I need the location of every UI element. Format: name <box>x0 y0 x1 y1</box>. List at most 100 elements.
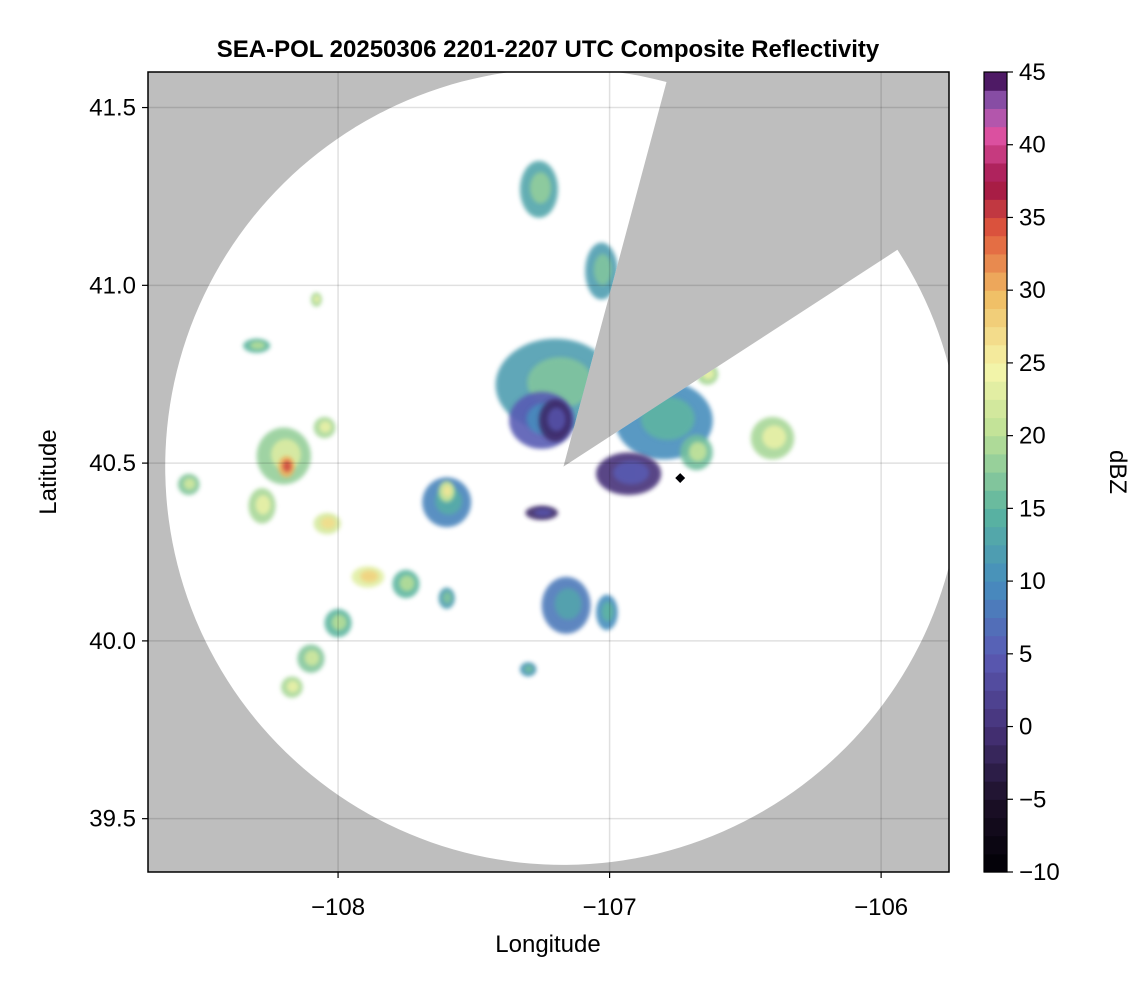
colorbar-level <box>984 672 1007 691</box>
colorbar-level <box>984 217 1007 237</box>
colorbar-level <box>984 108 1007 128</box>
colorbar-tick-label: −10 <box>1019 859 1060 886</box>
grid-lines <box>148 72 949 872</box>
colorbar-level <box>984 417 1007 437</box>
colorbar-tick-label: 5 <box>1019 641 1032 668</box>
colorbar-level <box>984 472 1007 491</box>
echo-cell <box>519 160 559 218</box>
colorbar-level <box>984 326 1007 346</box>
colorbar-level <box>984 362 1007 382</box>
y-tick-label: 40.0 <box>89 628 136 655</box>
plot-area <box>148 72 949 872</box>
echo-cell <box>438 587 455 609</box>
colorbar-level <box>984 762 1007 782</box>
y-tick-label: 40.5 <box>89 450 136 477</box>
echo-cell <box>310 292 322 307</box>
chart-title: SEA-POL 20250306 2201-2207 UTC Composite… <box>217 36 880 63</box>
colorbar-level <box>984 162 1007 182</box>
colorbar-level <box>984 308 1007 328</box>
echo-cell <box>313 512 341 535</box>
echo-cell <box>438 480 455 503</box>
echo-cell <box>248 488 276 524</box>
echo-cell <box>243 338 271 353</box>
colorbar-level <box>984 526 1007 546</box>
x-axis-label: Longitude <box>495 931 600 958</box>
colorbar-level <box>984 181 1007 200</box>
echo-cell <box>525 505 559 520</box>
y-tick-label: 41.5 <box>89 95 136 122</box>
colorbar-tick-label: 40 <box>1019 132 1046 159</box>
echo-cell <box>313 416 336 439</box>
colorbar-level <box>984 599 1007 619</box>
colorbar-level <box>984 253 1007 273</box>
echo-cell <box>596 594 618 631</box>
colorbar-level <box>984 199 1007 219</box>
colorbar-level <box>984 744 1007 764</box>
colorbar-level <box>984 653 1007 673</box>
colorbar-level <box>984 272 1007 291</box>
colorbar-tick-label: 20 <box>1019 423 1046 450</box>
colorbar-level <box>984 72 1007 91</box>
colorbar-level <box>984 544 1007 564</box>
colorbar-level <box>984 126 1007 146</box>
echo-cell <box>585 242 618 300</box>
reflectivity-echoes <box>177 160 795 698</box>
colorbar-level <box>984 235 1007 255</box>
colorbar-level <box>984 581 1007 600</box>
colorbar-level <box>984 490 1007 509</box>
colorbar-level <box>984 708 1007 728</box>
colorbar-label: dBZ <box>1104 450 1131 494</box>
colorbar-level <box>984 817 1007 837</box>
echo-cell <box>538 399 572 442</box>
colorbar-level <box>984 508 1007 528</box>
colorbar-level <box>984 853 1007 873</box>
echo-cell <box>750 416 795 460</box>
colorbar-level <box>984 690 1007 709</box>
colorbar-level <box>984 635 1007 655</box>
y-tick-label: 39.5 <box>89 806 136 833</box>
x-axis-ticks: −108 −107 −106 <box>311 872 908 921</box>
colorbar-tick-label: 45 <box>1019 59 1046 86</box>
echo-cell <box>324 608 352 638</box>
echo-cell <box>519 662 537 677</box>
plot-frame <box>147 71 950 873</box>
colorbar-level <box>984 562 1007 582</box>
colorbar-tick-label: 0 <box>1019 714 1032 741</box>
colorbar-level <box>984 453 1007 473</box>
colorbar-level <box>984 381 1007 400</box>
echo-cell <box>351 566 385 588</box>
colorbar-level <box>984 144 1007 164</box>
colorbar-level <box>984 835 1007 855</box>
echo-cell <box>281 676 303 698</box>
x-tick-label: −106 <box>854 894 908 921</box>
colorbar-level <box>984 617 1007 637</box>
y-axis-ticks: 39.5 40.0 40.5 41.0 41.5 <box>89 95 148 833</box>
colorbar-tick-label: 10 <box>1019 568 1046 595</box>
echo-cell <box>278 456 295 478</box>
colorbar-ticks: −10 −5 0 5 10 15 20 25 30 35 40 45 <box>1007 59 1060 886</box>
colorbar-level <box>984 799 1007 819</box>
colorbar-level <box>984 435 1007 455</box>
echo-cell <box>675 473 686 483</box>
colorbar-level <box>984 290 1007 309</box>
colorbar-tick-label: 15 <box>1019 495 1046 522</box>
echo-cell <box>596 452 662 496</box>
colorbar-tick-label: 35 <box>1019 204 1046 231</box>
y-axis-label: Latitude <box>35 429 62 514</box>
colorbar-level <box>984 399 1007 419</box>
colorbar-level <box>984 344 1007 364</box>
colorbar-tick-label: 30 <box>1019 277 1046 304</box>
x-tick-label: −107 <box>583 894 637 921</box>
echo-cell <box>177 473 200 496</box>
y-tick-label: 41.0 <box>89 272 136 299</box>
echo-cell <box>392 569 420 599</box>
colorbar-level <box>984 90 1007 109</box>
echo-cell <box>541 576 591 634</box>
colorbar-level <box>984 781 1007 800</box>
echo-cell <box>297 644 325 673</box>
colorbar-tick-label: −5 <box>1019 786 1046 813</box>
x-tick-label: −108 <box>311 894 365 921</box>
colorbar <box>984 72 1007 873</box>
colorbar-frame <box>983 71 1008 873</box>
